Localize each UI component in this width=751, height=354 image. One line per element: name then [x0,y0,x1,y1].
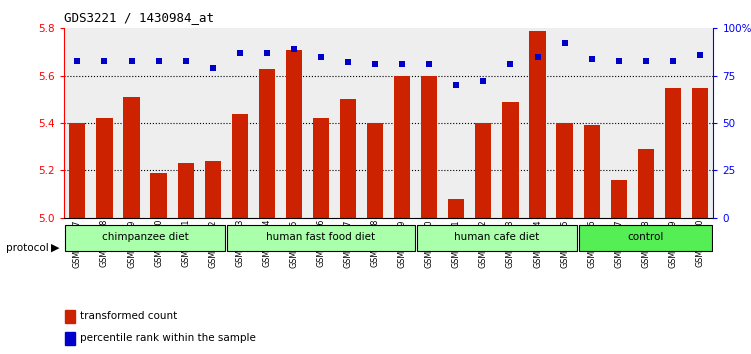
Bar [204,161,221,218]
Point [424,62,436,67]
Point [98,58,110,63]
Point [342,59,354,65]
Point [694,52,706,58]
Point [288,46,300,52]
Bar [448,199,464,218]
Point [559,41,571,46]
Point [532,54,544,59]
Bar [258,69,275,218]
Bar [123,97,140,218]
Text: GDS3221 / 1430984_at: GDS3221 / 1430984_at [64,11,214,24]
Text: chimpanzee diet: chimpanzee diet [101,233,189,242]
Bar [665,87,681,218]
Bar [584,125,600,218]
Point [234,50,246,56]
Text: ▶: ▶ [51,243,59,253]
Bar [150,173,167,218]
Point [152,58,164,63]
Bar [475,123,491,218]
Text: transformed count: transformed count [80,312,176,321]
Bar [529,31,546,218]
Bar [231,114,248,218]
Point [667,58,679,63]
Point [505,62,517,67]
Point [71,58,83,63]
Point [451,82,463,88]
Bar [638,149,654,218]
Bar [502,102,518,218]
Point [179,58,192,63]
Bar [177,163,194,218]
Point [613,58,625,63]
Bar [692,87,708,218]
Text: control: control [628,233,664,242]
Bar [65,332,74,345]
Text: human cafe diet: human cafe diet [454,233,539,242]
Point [478,79,490,84]
Point [207,65,219,71]
Bar [421,76,437,218]
Bar [394,76,410,218]
Bar [556,123,573,218]
Point [640,58,652,63]
Bar [228,225,415,251]
Bar [340,99,356,218]
Bar [367,123,383,218]
Bar [69,123,86,218]
Bar [579,225,713,251]
Point [261,50,273,56]
Bar [65,310,74,323]
Point [369,62,381,67]
Point [586,56,598,62]
Point [125,58,137,63]
Text: percentile rank within the sample: percentile rank within the sample [80,333,255,343]
Point [397,62,409,67]
Text: protocol: protocol [6,243,49,253]
Point [315,54,327,59]
Bar [611,180,627,218]
Bar [65,225,225,251]
Bar [96,118,113,218]
Text: human fast food diet: human fast food diet [267,233,376,242]
Bar [286,50,302,218]
Bar [417,225,577,251]
Bar [313,118,329,218]
